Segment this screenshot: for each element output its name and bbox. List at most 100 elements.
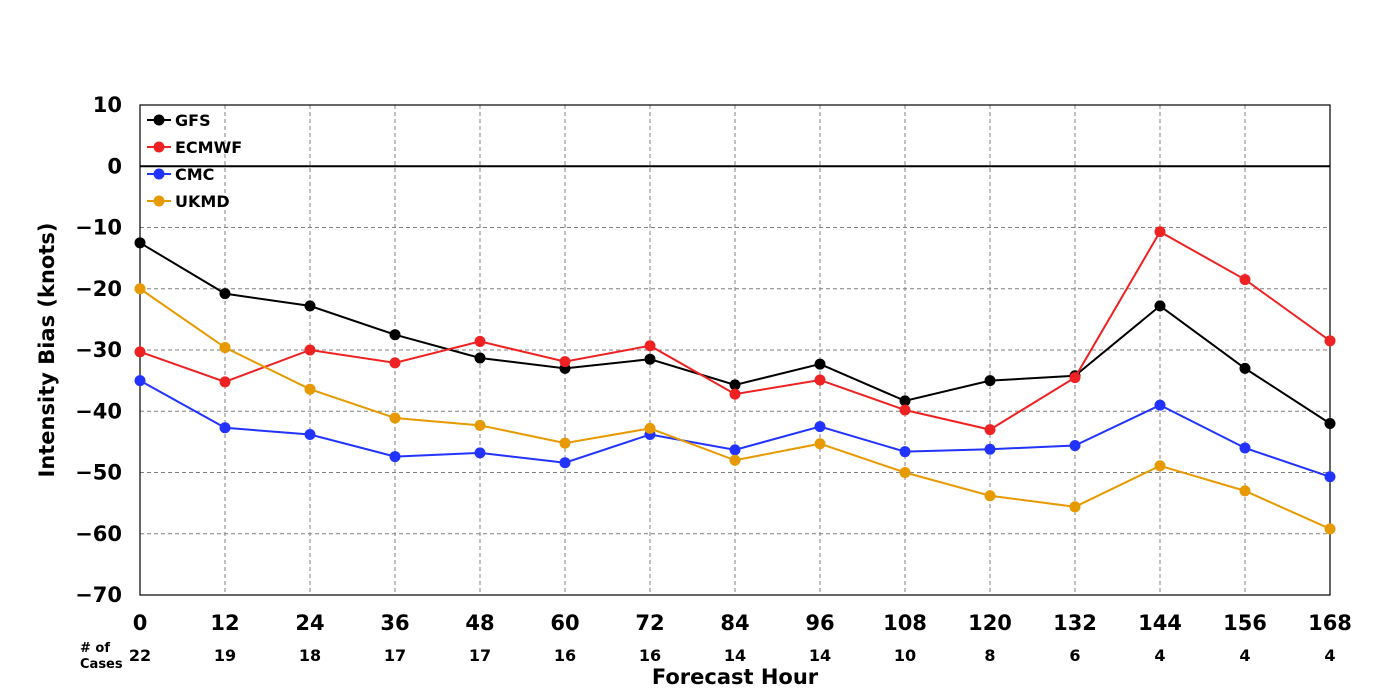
x-tick-label: 108 xyxy=(883,611,927,635)
grid-lines xyxy=(140,105,1330,595)
x-tick-label: 156 xyxy=(1223,611,1267,635)
data-point-ecmwf xyxy=(899,404,911,416)
series-ecmwf xyxy=(134,226,1336,436)
cases-count: 8 xyxy=(984,646,995,665)
legend-marker xyxy=(153,195,165,207)
x-tick-label: 168 xyxy=(1308,611,1352,635)
legend-marker xyxy=(153,114,165,126)
data-point-cmc xyxy=(1069,440,1081,452)
x-tick-label: 72 xyxy=(635,611,664,635)
y-tick-label: −70 xyxy=(75,583,122,607)
legend-item-cmc: CMC xyxy=(147,165,214,184)
data-point-gfs xyxy=(644,353,656,365)
legend-item-ukmd: UKMD xyxy=(147,192,230,211)
data-point-ecmwf xyxy=(814,374,826,386)
data-point-ukmd xyxy=(134,283,146,295)
data-point-ukmd xyxy=(814,438,826,450)
data-point-ecmwf xyxy=(304,344,316,356)
legend: GFS ECMWF CMC UKMD xyxy=(147,111,242,211)
y-axis-ticks: 10 0 −10 −20 −30 −40 −50 −60 −70 xyxy=(75,93,122,607)
data-point-ukmd xyxy=(1324,523,1336,535)
data-point-ukmd xyxy=(304,383,316,395)
data-point-gfs xyxy=(984,375,996,387)
series-cmc xyxy=(134,375,1336,483)
data-point-cmc xyxy=(304,429,316,441)
y-tick-label: 0 xyxy=(107,154,122,178)
data-point-cmc xyxy=(984,443,996,455)
data-point-cmc xyxy=(729,444,741,456)
data-point-gfs xyxy=(899,395,911,407)
y-tick-label: −60 xyxy=(75,522,122,546)
data-point-ukmd xyxy=(644,422,656,434)
data-point-cmc xyxy=(219,422,231,434)
data-point-ukmd xyxy=(984,490,996,502)
data-point-ukmd xyxy=(559,437,571,449)
x-tick-label: 24 xyxy=(295,611,324,635)
y-tick-label: −30 xyxy=(75,338,122,362)
data-point-ecmwf xyxy=(1239,274,1251,286)
data-point-ecmwf xyxy=(729,388,741,400)
data-point-ecmwf xyxy=(1069,372,1081,384)
y-tick-label: −20 xyxy=(75,277,122,301)
data-point-ukmd xyxy=(899,467,911,478)
cases-count: 4 xyxy=(1154,646,1165,665)
y-tick-label: 10 xyxy=(93,93,122,117)
y-tick-label: −10 xyxy=(75,216,122,240)
x-tick-label: 132 xyxy=(1053,611,1097,635)
data-point-ecmwf xyxy=(1324,335,1336,347)
data-point-cmc xyxy=(899,446,911,458)
data-point-ukmd xyxy=(1069,501,1081,513)
data-point-ecmwf xyxy=(984,424,996,436)
series-layer xyxy=(134,226,1336,535)
data-point-ecmwf xyxy=(1154,226,1166,238)
legend-label: UKMD xyxy=(175,192,230,211)
y-axis-title: Intensity Bias (knots) xyxy=(35,223,59,478)
y-tick-label: −40 xyxy=(75,399,122,423)
cases-count: 14 xyxy=(724,646,746,665)
data-point-ecmwf xyxy=(134,346,146,358)
legend-item-gfs: GFS xyxy=(147,111,211,130)
cases-count: 16 xyxy=(554,646,576,665)
data-point-ukmd xyxy=(1239,485,1251,497)
cases-count: 22 xyxy=(129,646,151,665)
data-point-gfs xyxy=(729,379,741,391)
series-ukmd xyxy=(134,283,1336,535)
cases-count: 17 xyxy=(469,646,491,665)
cases-count: 17 xyxy=(384,646,406,665)
data-point-gfs xyxy=(814,358,826,370)
cases-label-line-1: # of xyxy=(80,641,110,656)
legend-item-ecmwf: ECMWF xyxy=(147,138,242,157)
x-axis-ticks: 0 12 24 36 48 60 72 84 96 108 120 132 144 156 168 xyxy=(133,611,1352,635)
data-point-gfs xyxy=(1324,418,1336,429)
cases-count: 4 xyxy=(1324,646,1335,665)
x-tick-label: 12 xyxy=(210,611,239,635)
x-tick-label: 96 xyxy=(805,611,834,635)
cases-count: 10 xyxy=(894,646,916,665)
legend-marker xyxy=(153,168,165,180)
x-tick-label: 48 xyxy=(465,611,494,635)
cases-row: # of Cases 22 19 18 17 17 16 16 14 14 10 8 6 4 4 4 xyxy=(80,641,1336,672)
legend-label: ECMWF xyxy=(175,138,242,157)
data-point-gfs xyxy=(1154,300,1166,312)
data-point-cmc xyxy=(814,421,826,433)
cases-count: 18 xyxy=(299,646,321,665)
x-tick-label: 60 xyxy=(550,611,579,635)
x-tick-label: 144 xyxy=(1138,611,1182,635)
data-point-ecmwf xyxy=(474,335,486,347)
data-point-ecmwf xyxy=(219,376,231,388)
cases-count: 4 xyxy=(1239,646,1250,665)
cases-count: 19 xyxy=(214,646,236,665)
data-point-ukmd xyxy=(219,342,231,354)
data-point-ukmd xyxy=(1154,460,1166,472)
data-point-gfs xyxy=(474,352,486,364)
data-point-cmc xyxy=(1324,471,1336,483)
legend-marker xyxy=(153,141,165,153)
data-point-cmc xyxy=(134,375,146,387)
data-point-ecmwf xyxy=(644,340,656,352)
data-point-cmc xyxy=(1154,399,1166,411)
legend-label: GFS xyxy=(175,111,211,130)
data-point-ukmd xyxy=(474,419,486,431)
data-point-ecmwf xyxy=(559,356,571,368)
x-tick-label: 36 xyxy=(380,611,409,635)
